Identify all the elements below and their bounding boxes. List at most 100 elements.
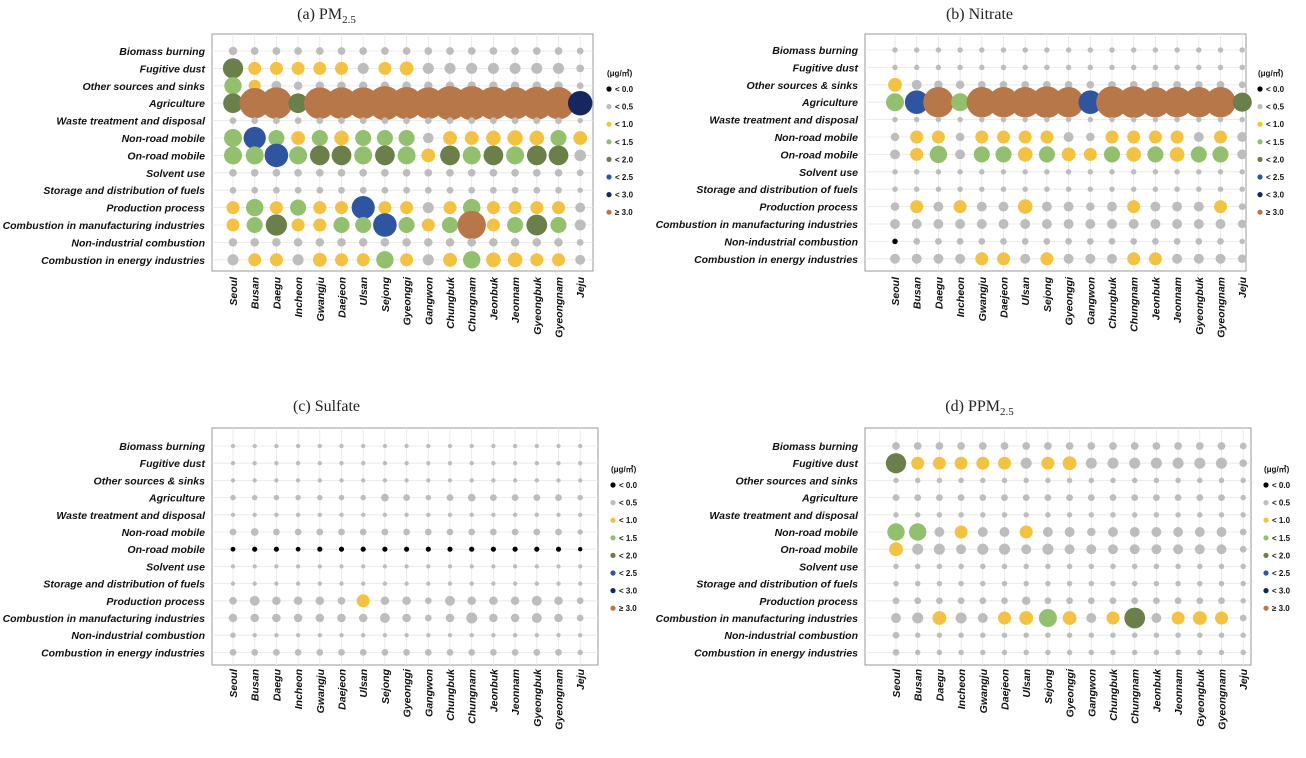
bubble xyxy=(957,116,963,123)
column-label: Ulsan xyxy=(358,277,370,306)
bubble xyxy=(532,168,541,177)
bubble xyxy=(1062,456,1077,471)
bubble xyxy=(936,580,943,587)
legend-label: < 2.5 xyxy=(1266,173,1285,182)
bubble xyxy=(1130,47,1137,53)
bubble xyxy=(1031,86,1063,119)
bubble xyxy=(468,186,476,194)
bubble xyxy=(533,528,541,536)
bubble xyxy=(272,47,281,55)
bubble xyxy=(892,442,900,450)
bubble xyxy=(1193,219,1204,229)
legend-swatch xyxy=(610,535,616,541)
bubble xyxy=(1217,64,1224,71)
bubble xyxy=(1022,169,1028,175)
bubble xyxy=(1217,186,1224,192)
bubble xyxy=(1173,544,1184,555)
bubble xyxy=(381,168,389,177)
bubble xyxy=(294,186,302,194)
bubble xyxy=(335,253,348,267)
bubble xyxy=(265,214,288,236)
bubble xyxy=(1152,116,1159,123)
bubble xyxy=(995,146,1012,163)
panel-nitrate: (b) Nitrate Biomass burning Fugitive dust… xyxy=(653,0,1306,379)
bubble xyxy=(1197,512,1203,518)
bubble xyxy=(1107,457,1119,469)
bubble xyxy=(534,633,539,638)
bubble xyxy=(228,238,238,247)
bubble xyxy=(1131,563,1138,570)
column-label: Jeonbuk xyxy=(1151,668,1163,712)
bubble xyxy=(1042,543,1054,555)
bubble xyxy=(893,563,899,570)
bubble xyxy=(911,79,922,90)
bubble xyxy=(1043,238,1051,245)
bubble xyxy=(550,129,567,147)
bubble xyxy=(446,168,454,177)
bubble xyxy=(890,219,900,229)
bubble xyxy=(1066,494,1073,501)
bubble xyxy=(361,461,366,466)
bubble xyxy=(1239,614,1247,622)
bubble xyxy=(1217,238,1224,245)
panel-title: (d) PPM2.5 xyxy=(653,398,1306,418)
bubble xyxy=(1086,238,1094,245)
bubble xyxy=(512,461,518,466)
bubble xyxy=(1045,512,1051,518)
bubble xyxy=(576,169,584,177)
panel-sulfate: (c) Sulfate Biomass burning Fugitive dust… xyxy=(0,396,653,758)
bubble xyxy=(250,168,259,177)
bubble xyxy=(338,649,345,656)
bubble xyxy=(245,146,264,165)
bubble xyxy=(376,251,394,269)
row-label: Non-road mobile xyxy=(122,527,206,539)
bubble xyxy=(1171,611,1185,625)
bubble xyxy=(426,633,431,638)
bubble xyxy=(378,201,392,215)
plot-frame xyxy=(211,33,594,272)
bubble xyxy=(1214,200,1227,214)
bubble xyxy=(929,145,948,164)
bubble xyxy=(552,201,565,215)
bubble xyxy=(980,632,986,638)
bubble xyxy=(1065,64,1072,71)
bubble xyxy=(1000,186,1007,192)
bubble xyxy=(361,478,366,483)
legend-label: < 1.5 xyxy=(1272,534,1291,543)
bubble xyxy=(1130,64,1137,71)
row-label: On-road mobile xyxy=(127,150,205,162)
bubble xyxy=(339,633,344,638)
bubble xyxy=(311,129,328,147)
bubble xyxy=(1087,442,1096,450)
row-label: On-road mobile xyxy=(780,544,858,556)
bubble xyxy=(1086,202,1095,211)
bubble xyxy=(229,596,237,605)
bubble xyxy=(295,494,301,501)
bubble xyxy=(533,494,541,501)
bubble xyxy=(272,168,281,177)
bubble xyxy=(381,186,389,194)
row-label: Fugitive dust xyxy=(140,63,206,75)
bubble xyxy=(953,200,967,214)
bubble xyxy=(355,216,372,234)
bubble xyxy=(973,146,990,163)
bubble xyxy=(1078,90,1103,114)
bubble xyxy=(338,546,345,552)
bubble xyxy=(999,80,1008,89)
bubble xyxy=(1064,80,1073,89)
bubble xyxy=(934,527,945,537)
bubble xyxy=(294,168,302,177)
bubble xyxy=(934,80,943,90)
bubble xyxy=(548,145,569,166)
bubble xyxy=(935,169,942,175)
bubble xyxy=(1195,238,1203,245)
column-label: Chungnam xyxy=(467,277,479,332)
bubble xyxy=(229,649,237,656)
legend-label: < 2.0 xyxy=(619,551,638,560)
bubble xyxy=(1127,252,1141,266)
bubble xyxy=(552,62,565,74)
bubble xyxy=(251,117,259,124)
bubble xyxy=(252,443,257,449)
legend-swatch xyxy=(1263,605,1269,611)
bubble xyxy=(1148,252,1162,266)
